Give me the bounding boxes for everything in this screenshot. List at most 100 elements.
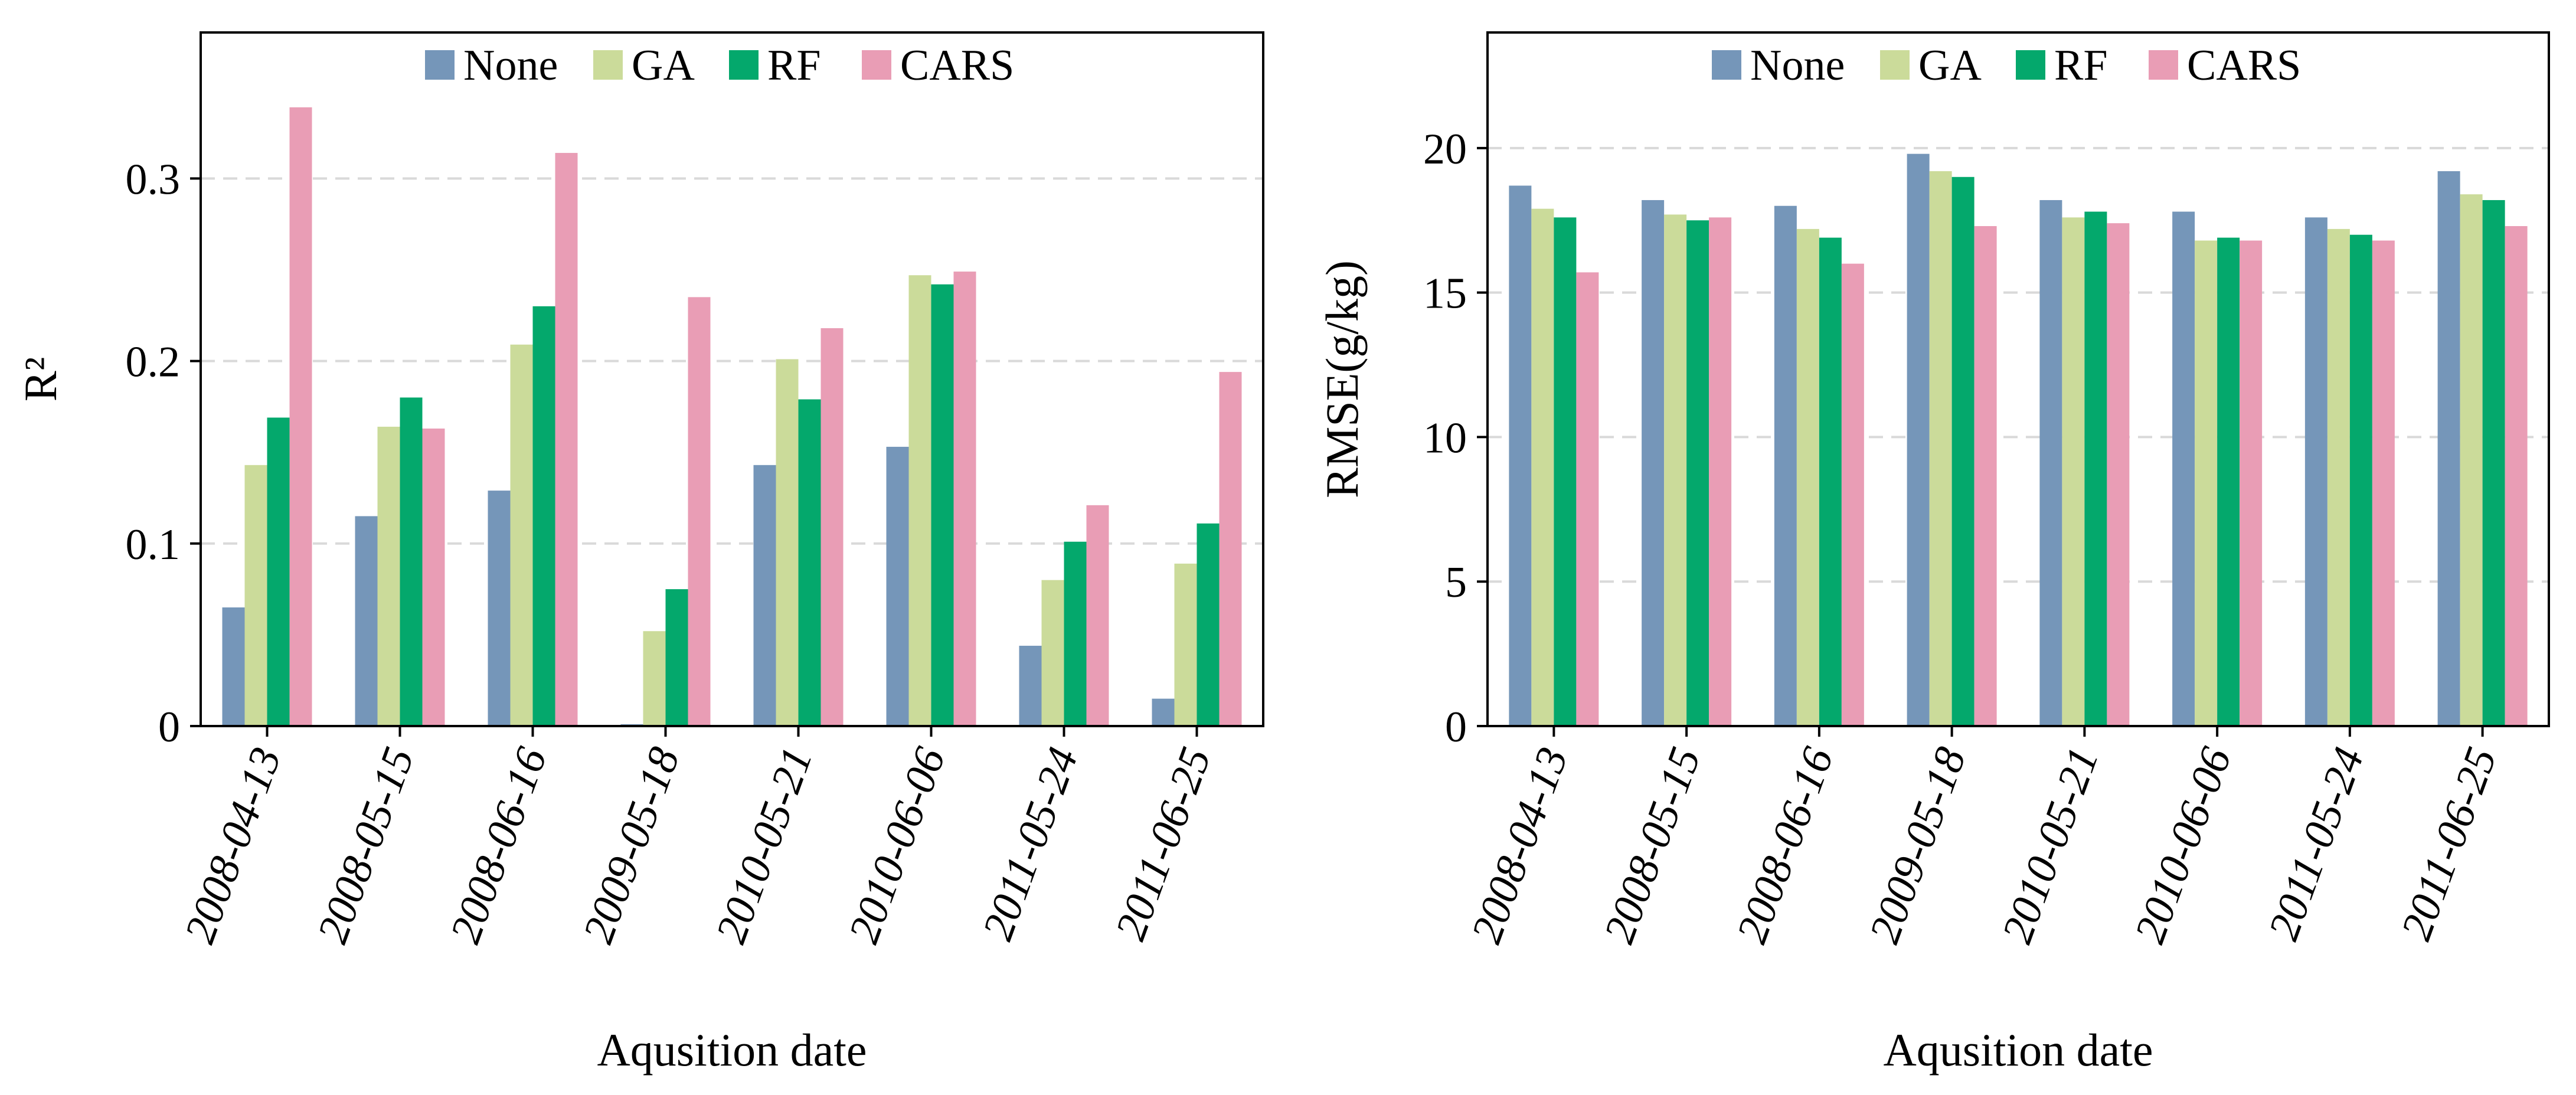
bar-none-2008-06-16 bbox=[488, 491, 511, 726]
y-tick-label: 5 bbox=[1445, 558, 1467, 607]
bar-none-2011-05-24 bbox=[1019, 645, 1042, 726]
bar-ga-2008-04-13 bbox=[244, 465, 267, 726]
legend: None GA RF CARS bbox=[425, 41, 1014, 90]
bar-none-2010-05-21 bbox=[2039, 200, 2062, 726]
y-tick-label: 10 bbox=[1423, 414, 1467, 462]
x-tick-label: 2010-05-21 bbox=[1993, 741, 2108, 950]
bar-ga-2010-05-21 bbox=[776, 359, 799, 726]
legend-swatch-ga bbox=[1880, 50, 1910, 80]
bar-none-2010-06-06 bbox=[2172, 211, 2195, 727]
x-tick-label: 2011-06-25 bbox=[2392, 741, 2506, 946]
bar-ga-2011-05-24 bbox=[2327, 228, 2350, 727]
bar-cars-2010-05-21 bbox=[2107, 223, 2130, 726]
legend-swatch-ga bbox=[593, 50, 623, 80]
legend-label-rf: RF bbox=[2054, 41, 2108, 90]
x-axis-title: Aqusition date bbox=[597, 1024, 867, 1076]
bar-ga-2011-06-25 bbox=[1174, 563, 1197, 726]
x-tick-label: 2008-04-13 bbox=[175, 741, 290, 950]
legend-label-none: None bbox=[1750, 41, 1845, 90]
bar-ga-2008-05-15 bbox=[377, 426, 400, 726]
bar-cars-2008-06-16 bbox=[1841, 263, 1864, 727]
y-axis-title: RMSE(g/kg) bbox=[1316, 260, 1368, 498]
legend-label-cars: CARS bbox=[2187, 41, 2301, 90]
legend: None GA RF CARS bbox=[1712, 41, 2301, 90]
bar-rf-2008-04-13 bbox=[1554, 217, 1577, 726]
legend-swatch-cars bbox=[862, 50, 891, 80]
y-tick-label: 20 bbox=[1423, 125, 1467, 174]
x-tick-label: 2009-05-18 bbox=[574, 741, 689, 950]
x-tick-label: 2011-05-24 bbox=[973, 741, 1087, 946]
legend-label-ga: GA bbox=[1918, 41, 1982, 90]
bar-ga-2009-05-18 bbox=[1929, 171, 1952, 726]
bar-none-2008-05-15 bbox=[355, 516, 378, 726]
bar-ga-2008-06-16 bbox=[510, 344, 533, 726]
bar-none-2008-06-16 bbox=[1774, 205, 1797, 726]
y-tick-label: 0.2 bbox=[126, 338, 181, 387]
bar-cars-2009-05-18 bbox=[688, 297, 711, 727]
legend-swatch-rf bbox=[729, 50, 759, 80]
legend-swatch-cars bbox=[2149, 50, 2178, 80]
bar-cars-2008-04-13 bbox=[289, 107, 312, 726]
bar-cars-2010-05-21 bbox=[820, 328, 844, 726]
x-tick-label: 2008-05-15 bbox=[1595, 741, 1710, 950]
bar-rf-2008-04-13 bbox=[267, 417, 290, 726]
bar-ga-2008-06-16 bbox=[1796, 228, 1819, 727]
x-tick-label: 2010-06-06 bbox=[839, 741, 954, 950]
bar-ga-2010-06-06 bbox=[2195, 240, 2218, 726]
x-tick-label: 2011-06-25 bbox=[1106, 741, 1220, 946]
bar-rf-2009-05-18 bbox=[1951, 176, 1975, 727]
bar-cars-2011-06-25 bbox=[2505, 226, 2528, 726]
bar-ga-2008-04-13 bbox=[1531, 208, 1554, 726]
bar-rf-2010-05-21 bbox=[2084, 211, 2107, 727]
bar-rf-2010-06-06 bbox=[2217, 237, 2240, 727]
plot-frame bbox=[1486, 31, 2550, 727]
y-tick-label: 15 bbox=[1423, 270, 1467, 318]
legend-label-none: None bbox=[463, 41, 558, 90]
bar-none-2011-06-25 bbox=[1152, 698, 1175, 726]
bar-ga-2010-05-21 bbox=[2062, 217, 2085, 726]
x-axis-title: Aqusition date bbox=[1883, 1024, 2153, 1076]
y-tick-label: 0.1 bbox=[126, 521, 181, 569]
bar-cars-2008-06-16 bbox=[555, 153, 578, 726]
bar-rf-2008-05-15 bbox=[400, 397, 423, 726]
y-tick-label: 0.3 bbox=[126, 155, 181, 204]
x-tick-label: 2008-06-16 bbox=[441, 741, 556, 950]
legend-label-cars: CARS bbox=[900, 41, 1014, 90]
x-tick-label: 2009-05-18 bbox=[1860, 741, 1975, 950]
legend-label-ga: GA bbox=[632, 41, 695, 90]
legend-swatch-none bbox=[1712, 50, 1741, 80]
bar-rf-2008-06-16 bbox=[1819, 237, 1842, 727]
bar-rf-2008-06-16 bbox=[532, 306, 555, 726]
bar-none-2008-04-13 bbox=[222, 607, 245, 726]
bar-ga-2008-05-15 bbox=[1664, 214, 1687, 726]
bar-none-2009-05-18 bbox=[1907, 153, 1930, 726]
bar-cars-2011-05-24 bbox=[2372, 240, 2395, 726]
legend-swatch-rf bbox=[2016, 50, 2045, 80]
bar-rf-2011-06-25 bbox=[2482, 200, 2505, 726]
bar-cars-2008-04-13 bbox=[1576, 272, 1599, 727]
bar-rf-2011-05-24 bbox=[1064, 541, 1087, 726]
plot-frame bbox=[200, 31, 1264, 727]
legend-label-rf: RF bbox=[767, 41, 821, 90]
bar-ga-2011-05-24 bbox=[1041, 580, 1064, 726]
bar-cars-2009-05-18 bbox=[1974, 226, 1997, 726]
y-tick-label: 0 bbox=[158, 703, 180, 751]
bar-none-2010-06-06 bbox=[886, 446, 909, 726]
bar-rf-2010-05-21 bbox=[798, 399, 821, 726]
x-tick-label: 2008-06-16 bbox=[1728, 741, 1843, 950]
x-tick-label: 2008-05-15 bbox=[308, 741, 423, 950]
bar-cars-2011-05-24 bbox=[1086, 505, 1109, 726]
bar-cars-2008-05-15 bbox=[1709, 217, 1732, 726]
chart-panel-1: 0 0.1 0.2 0.3 2008-04-13 2008-05-15 2008-06-16… bbox=[15, 31, 1264, 1076]
bar-cars-2010-06-06 bbox=[953, 272, 976, 726]
legend-swatch-none bbox=[425, 50, 455, 80]
x-tick-label: 2010-05-21 bbox=[707, 741, 822, 950]
bar-rf-2008-05-15 bbox=[1686, 220, 1709, 727]
bar-cars-2011-06-25 bbox=[1219, 372, 1242, 726]
x-tick-label: 2010-06-06 bbox=[2126, 741, 2241, 950]
bar-none-2011-05-24 bbox=[2304, 217, 2327, 726]
bar-ga-2011-06-25 bbox=[2460, 194, 2483, 727]
bar-ga-2009-05-18 bbox=[643, 631, 666, 726]
